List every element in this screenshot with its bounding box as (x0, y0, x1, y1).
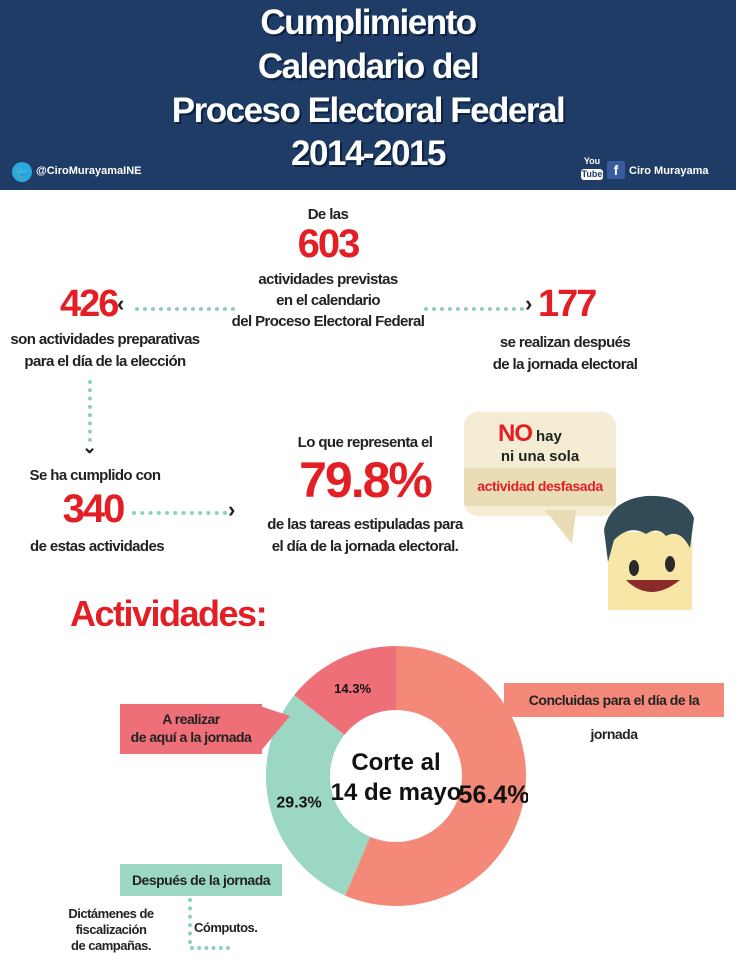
bubble-hay: hay (536, 428, 562, 445)
slice-label-despues: 29.3% (276, 795, 321, 812)
chevron-down-icon: ⌄ (82, 437, 98, 457)
title-line-2: Calendario del (257, 47, 480, 86)
slice-label-concluidas: 56.4% (459, 781, 528, 809)
after-desc-2: de la jornada electoral (492, 356, 638, 373)
facebook-icon: f (607, 161, 625, 179)
bubble-band (464, 468, 616, 506)
intro-text: De las (307, 206, 349, 223)
donut-hole (330, 710, 462, 842)
prep-desc-2: para el día de la elección (24, 353, 186, 370)
note-dictamenes: Dictámenes de fiscalización de campañas. (36, 906, 186, 954)
title-line-4: 2014-2015 (291, 134, 446, 173)
donut-chart: Corte al 14 de mayo 56.4% 29.3% 14.3% (266, 646, 528, 906)
pct-value: 79.8% (299, 452, 433, 508)
note-computos: Cómputos. (194, 920, 258, 935)
dotted-connector-computos (190, 946, 230, 950)
done-intro: Se ha cumplido con (29, 467, 161, 484)
bubble-line2: ni una sola (500, 448, 580, 465)
note-dictamenes-2: de campañas. (71, 938, 152, 953)
pointer-realizar (260, 706, 290, 752)
dotted-connector-left (135, 307, 235, 311)
total-desc-3: del Proceso Electoral Federal (231, 313, 425, 330)
youtube-bottom-text: Tube (581, 169, 603, 180)
done-number: 340 (62, 487, 126, 531)
total-desc-1: actividades previstas (258, 271, 398, 288)
pct-desc-1: de las tareas estipuladas para (267, 516, 463, 533)
youtube-top-text: You (583, 156, 601, 166)
chevron-right-icon: › (525, 291, 533, 316)
prep-desc-1: son actividades preparativas (10, 331, 200, 348)
dotted-connector-right (424, 307, 524, 311)
legend-realizar-1: A realizar (162, 711, 220, 727)
total-desc-2: en el calendario (276, 292, 380, 309)
twitter-handle: @CiroMurayamaINE (36, 165, 142, 177)
dotted-connector-down (88, 380, 92, 442)
twitter-icon: 🐦 (12, 162, 32, 182)
done-desc: de estas actividades (30, 538, 165, 555)
chevron-left-icon: ‹ (117, 291, 125, 316)
cartoon-face-icon (604, 495, 694, 610)
section-title: Actividades: (70, 593, 268, 634)
chevron-right-icon-2: › (228, 497, 236, 522)
pct-desc-2: el día de la jornada electoral. (271, 538, 459, 555)
facebook-name: Ciro Murayama (629, 165, 709, 177)
slice-despues (266, 695, 396, 896)
center-label-2: 14 de mayo (331, 779, 462, 806)
legend-realizar-2: de aquí a la jornada (130, 729, 252, 745)
legend-despues: Después de la jornada (120, 864, 282, 896)
title-line-3: Proceso Electoral Federal (171, 91, 566, 130)
after-desc-1: se realizan después (499, 334, 631, 351)
total-number: 603 (297, 222, 361, 266)
note-dictamenes-1: Dictámenes de fiscalización (68, 906, 154, 937)
speech-bubble: NO hay ni una sola actividad desfasada (464, 412, 616, 516)
bubble-no: NO (498, 420, 533, 447)
center-label-1: Corte al (351, 749, 440, 776)
pct-intro: Lo que representa el (297, 434, 433, 451)
title-line-1: Cumplimiento (260, 3, 477, 42)
dotted-connector-mid (132, 511, 227, 515)
header-banner: Cumplimiento Calendario del Proceso Elec… (0, 0, 736, 190)
legend-realizar: A realizar de aquí a la jornada (120, 704, 262, 754)
bubble-tail (545, 510, 576, 544)
after-number: 177 (538, 283, 597, 325)
youtube-icon: You Tube (581, 156, 603, 184)
dotted-connector-despues (188, 898, 192, 944)
bubble-line3: actividad desfasada (477, 478, 603, 494)
prep-number: 426 (60, 283, 119, 325)
slice-label-realizar: 14.3% (334, 681, 371, 696)
legend-concluidas: Concluidas para el día de la jornada (504, 683, 724, 742)
